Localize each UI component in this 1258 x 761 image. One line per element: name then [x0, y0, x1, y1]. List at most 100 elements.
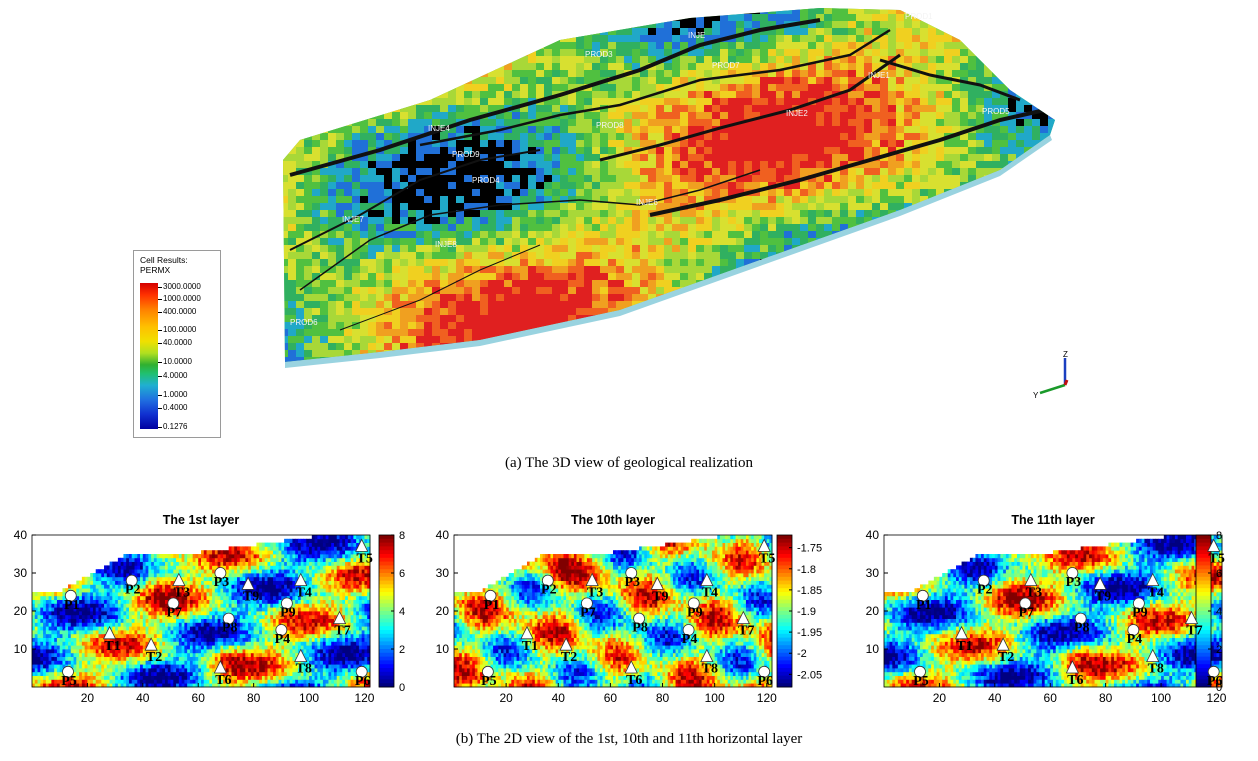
- heatmap-cell: [495, 614, 499, 619]
- heatmap-cell: [333, 611, 338, 616]
- heatmap-cell: [62, 603, 66, 608]
- layer-panel-10[interactable]: 20 40 60 80 100 12010203040-1.75-1.8-1.85-1.9…: [436, 528, 822, 705]
- heatmap-cell: [477, 611, 481, 616]
- injector-well-marker[interactable]: [144, 637, 158, 651]
- injector-well-marker[interactable]: [294, 648, 308, 663]
- heatmap-cell: [273, 580, 277, 585]
- heatmap-cell: [250, 550, 255, 555]
- heatmap-cell: [278, 569, 282, 574]
- heatmap-cell: [134, 641, 138, 646]
- injector-well-marker[interactable]: [172, 572, 186, 586]
- injector-well-marker[interactable]: [241, 576, 255, 590]
- heatmap-cell: [209, 683, 213, 688]
- heatmap-cell: [245, 588, 249, 593]
- heatmap-cell: [248, 671, 252, 676]
- heatmap-cell: [223, 576, 227, 581]
- heatmap-cell: [270, 599, 274, 604]
- heatmap-cell: [37, 595, 41, 600]
- heatmap-cell: [309, 599, 313, 604]
- heatmap-cell: [289, 573, 293, 578]
- heatmap-cell: [148, 630, 152, 635]
- injector-well-marker[interactable]: [294, 572, 308, 586]
- producer-well-marker[interactable]: [167, 597, 180, 610]
- heatmap-cell: [195, 599, 199, 604]
- heatmap-cell: [350, 668, 354, 673]
- heatmap-cell: [342, 645, 346, 650]
- heatmap-cell: [322, 622, 327, 627]
- heatmap-cell: [503, 645, 507, 650]
- injector-well-marker[interactable]: [332, 610, 347, 624]
- heatmap-cell: [261, 683, 266, 688]
- heatmap-cell: [184, 660, 188, 665]
- injector-well-marker[interactable]: [355, 538, 369, 552]
- heatmap-cell: [270, 622, 274, 627]
- heatmap-cell: [164, 637, 169, 642]
- heatmap-cell: [309, 683, 313, 688]
- heatmap-cell: [314, 535, 318, 540]
- heatmap-cell: [101, 592, 105, 597]
- heatmap-cell: [225, 637, 230, 642]
- heatmap-cell: [248, 588, 252, 593]
- producer-well-marker[interactable]: [62, 665, 74, 678]
- heatmap-cell: [220, 554, 224, 559]
- heatmap-cell: [328, 618, 332, 623]
- heatmap-cell: [239, 607, 243, 612]
- heatmap-cell: [173, 633, 177, 638]
- heatmap-cell: [134, 633, 138, 638]
- producer-well-marker[interactable]: [280, 597, 293, 610]
- heatmap-cell: [347, 599, 352, 604]
- heatmap-cell: [195, 652, 199, 657]
- producer-well-marker[interactable]: [64, 589, 77, 602]
- heatmap-cell: [123, 630, 127, 635]
- producer-well-marker[interactable]: [125, 574, 138, 587]
- heatmap-cell: [474, 618, 478, 623]
- heatmap-cell: [300, 561, 304, 566]
- heatmap-cell: [309, 652, 313, 657]
- heatmap-cell: [65, 641, 69, 646]
- injector-well-marker[interactable]: [213, 660, 228, 674]
- heatmap-cell: [220, 652, 224, 657]
- heatmap-cell: [242, 633, 246, 638]
- heatmap-cell: [217, 618, 221, 623]
- heatmap-cell: [295, 618, 299, 623]
- heatmap-cell: [309, 550, 313, 555]
- heatmap-cell: [325, 565, 329, 570]
- producer-well-marker[interactable]: [355, 665, 368, 678]
- heatmap-cell: [90, 656, 94, 661]
- heatmap-cell: [137, 675, 141, 680]
- heatmap-cell: [295, 599, 299, 604]
- heatmap-cell: [48, 652, 52, 657]
- heatmap-cell: [198, 645, 202, 650]
- heatmap-cell: [95, 649, 99, 654]
- heatmap-cell: [231, 637, 235, 642]
- heatmap-cell: [137, 576, 141, 581]
- heatmap-cell: [353, 573, 357, 578]
- axis-triad[interactable]: Z Y: [1033, 350, 1069, 400]
- producer-well-marker[interactable]: [222, 612, 235, 625]
- heatmap-cell: [367, 554, 371, 559]
- heatmap-cell: [140, 675, 144, 680]
- heatmap-cell: [203, 569, 207, 574]
- heatmap-cell: [261, 637, 266, 642]
- heatmap-cell: [101, 618, 105, 623]
- heatmap-cell: [300, 618, 304, 623]
- heatmap-cell: [353, 576, 357, 581]
- heatmap-cell: [273, 626, 277, 631]
- heatmap-cell: [178, 660, 183, 665]
- heatmap-cell: [195, 649, 199, 654]
- heatmap-cell: [350, 671, 354, 676]
- heatmap-cell: [181, 565, 185, 570]
- heatmap-cell: [34, 641, 38, 646]
- heatmap-cell: [317, 550, 321, 555]
- producer-well-marker[interactable]: [214, 567, 227, 579]
- heatmap-cell: [140, 664, 144, 669]
- heatmap-cell: [217, 637, 221, 642]
- injector-well-marker[interactable]: [102, 625, 117, 640]
- heatmap-cell: [328, 611, 332, 616]
- heatmap-cell: [162, 671, 166, 676]
- producer-well-marker[interactable]: [275, 624, 288, 636]
- colorbar-segment: [379, 618, 394, 623]
- heatmap-cell: [214, 611, 219, 616]
